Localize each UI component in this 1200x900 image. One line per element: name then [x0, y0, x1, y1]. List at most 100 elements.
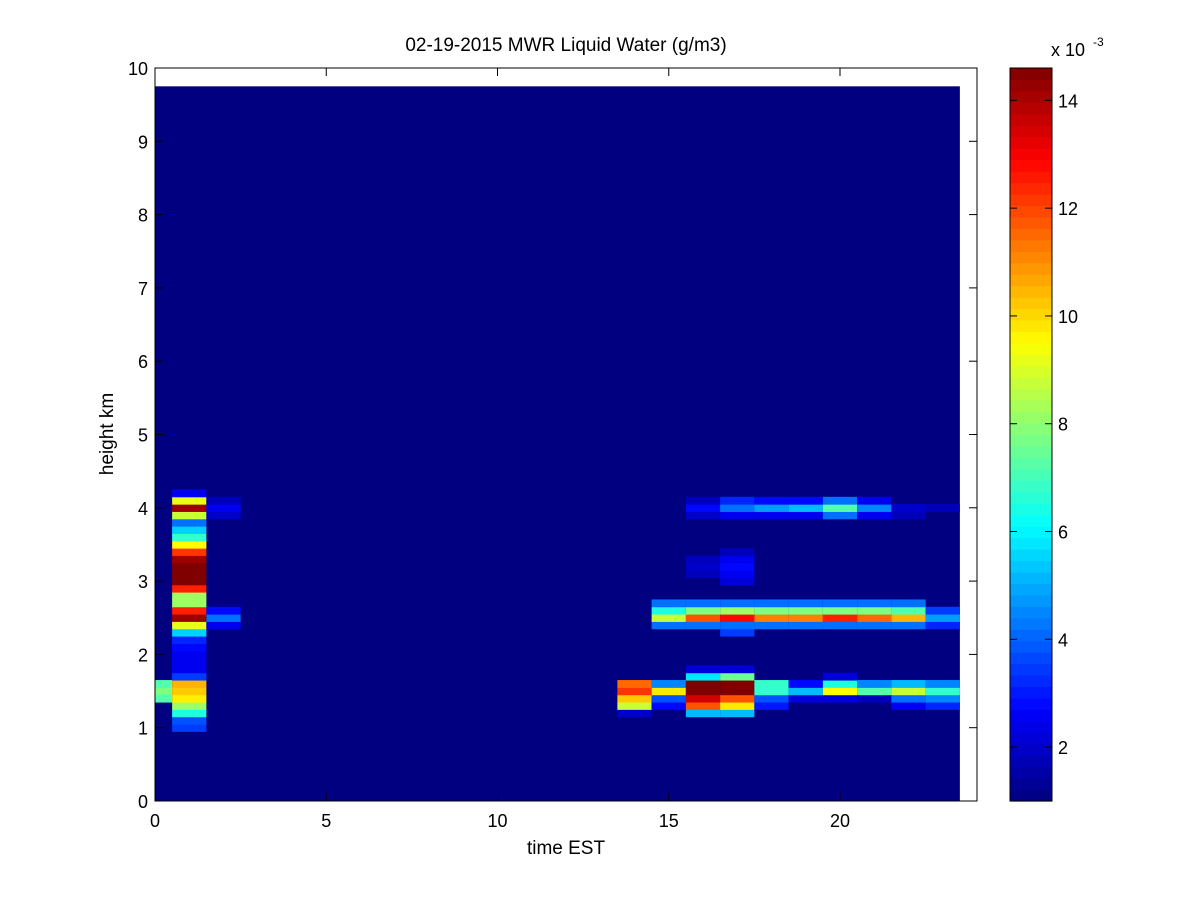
x-axis-label: time EST: [527, 838, 606, 859]
heatmap-cell: [651, 614, 686, 622]
heatmap-cell: [788, 694, 823, 703]
colorbar-exponent-power: -3: [1093, 35, 1104, 49]
colorbar-band: [1010, 503, 1052, 516]
heatmap-cell: [155, 687, 173, 696]
heatmap-cell: [788, 606, 823, 615]
heatmap-cell: [720, 562, 755, 571]
heatmap-cell: [857, 599, 892, 608]
heatmap-cell: [172, 716, 207, 725]
heatmap-cell: [925, 680, 960, 688]
heatmap-cell: [172, 592, 207, 600]
colorbar-band: [1010, 400, 1052, 413]
y-tick-label: 3: [138, 572, 148, 592]
heatmap-cell: [891, 511, 926, 520]
heatmap-cell: [891, 599, 926, 608]
heatmap-cell: [925, 504, 960, 512]
heatmap-cell: [891, 694, 926, 703]
colorbar-band: [1010, 354, 1052, 367]
y-tick-label: 1: [138, 719, 148, 739]
heatmap-cell: [857, 680, 892, 688]
colorbar-band: [1010, 239, 1052, 252]
heatmap-cell: [754, 680, 789, 688]
heatmap-cell: [822, 680, 858, 688]
heatmap-cell: [857, 504, 892, 512]
plot-area: 0 5 10 15 20 0 1 2 3 4 5 6 7 8 9 10: [128, 59, 978, 831]
colorbar-band: [1010, 468, 1052, 481]
colorbar-band: [1010, 755, 1052, 768]
heatmap-cell: [172, 709, 207, 718]
colorbar-band: [1010, 709, 1052, 722]
heatmap-cell: [788, 511, 823, 520]
heatmap-cell: [822, 496, 858, 505]
y-tick-label: 4: [138, 499, 148, 519]
heatmap-cell: [822, 687, 858, 696]
colorbar-tick-label: 4: [1058, 630, 1068, 650]
y-tick-label: 8: [138, 206, 148, 226]
heatmap-cell: [172, 562, 207, 571]
heatmap-cell: [857, 606, 892, 615]
heatmap-cell: [172, 504, 207, 512]
heatmap-cell: [206, 511, 241, 520]
colorbar-band: [1010, 262, 1052, 275]
heatmap-cell: [857, 621, 892, 630]
heatmap-cell: [617, 680, 652, 688]
heatmap-cell: [788, 496, 823, 505]
colorbar-tick-label: 12: [1058, 199, 1078, 219]
colorbar-band: [1010, 148, 1052, 161]
heatmap-cell: [891, 687, 926, 696]
heatmap-cell: [651, 687, 686, 696]
colorbar-tick-label: 2: [1058, 738, 1068, 758]
heatmap-cell: [822, 511, 858, 520]
colorbar-band: [1010, 205, 1052, 218]
heatmap-cell: [857, 496, 892, 505]
heatmap-cell: [720, 570, 755, 578]
heatmap-cell: [617, 702, 652, 710]
heatmap-cell: [720, 496, 755, 505]
heatmap-cell: [720, 614, 755, 622]
colorbar-band: [1010, 228, 1052, 241]
heatmap-cell: [720, 687, 755, 696]
heatmap-cell: [788, 504, 823, 512]
heatmap-cell: [172, 621, 207, 630]
heatmap-cell: [617, 709, 652, 718]
heatmap-cell: [685, 555, 721, 564]
heatmap-cell: [651, 680, 686, 688]
heatmap-cell: [206, 606, 241, 615]
colorbar-band: [1010, 411, 1052, 424]
colorbar-band: [1010, 388, 1052, 401]
colorbar-band: [1010, 297, 1052, 310]
heatmap-cell: [651, 621, 686, 630]
colorbar-band: [1010, 434, 1052, 447]
colorbar-band: [1010, 583, 1052, 596]
heatmap-cell: [925, 621, 960, 630]
colorbar-band: [1010, 90, 1052, 103]
heatmap-cell: [172, 489, 207, 498]
heatmap-cell: [172, 687, 207, 696]
heatmap-cell: [788, 614, 823, 622]
chart-title: 02-19-2015 MWR Liquid Water (g/m3): [405, 35, 726, 56]
heatmap-cell: [720, 665, 755, 674]
heatmap-cell: [891, 702, 926, 710]
colorbar-band: [1010, 778, 1052, 791]
heatmap-cell: [685, 709, 721, 718]
heatmap-cell: [172, 577, 207, 586]
colorbar-band: [1010, 663, 1052, 676]
heatmap-cell: [172, 496, 207, 505]
heatmap-cell: [925, 687, 960, 696]
colorbar-band: [1010, 445, 1052, 459]
heatmap-cell: [685, 496, 721, 505]
heatmap-cell: [891, 614, 926, 622]
heatmap-cell: [172, 658, 207, 666]
colorbar-band: [1010, 720, 1052, 733]
heatmap-cell: [685, 665, 721, 674]
heatmap-cell: [891, 606, 926, 615]
y-tick-label: 7: [138, 279, 148, 299]
colorbar-band: [1010, 274, 1052, 287]
y-tick-label: 9: [138, 132, 148, 152]
colorbar-band: [1010, 342, 1052, 355]
colorbar-band: [1010, 732, 1052, 745]
colorbar-band: [1010, 606, 1052, 619]
colorbar-exponent-base: x 10: [1051, 40, 1085, 60]
heatmap-cell: [206, 614, 241, 622]
colorbar-band: [1010, 743, 1052, 756]
